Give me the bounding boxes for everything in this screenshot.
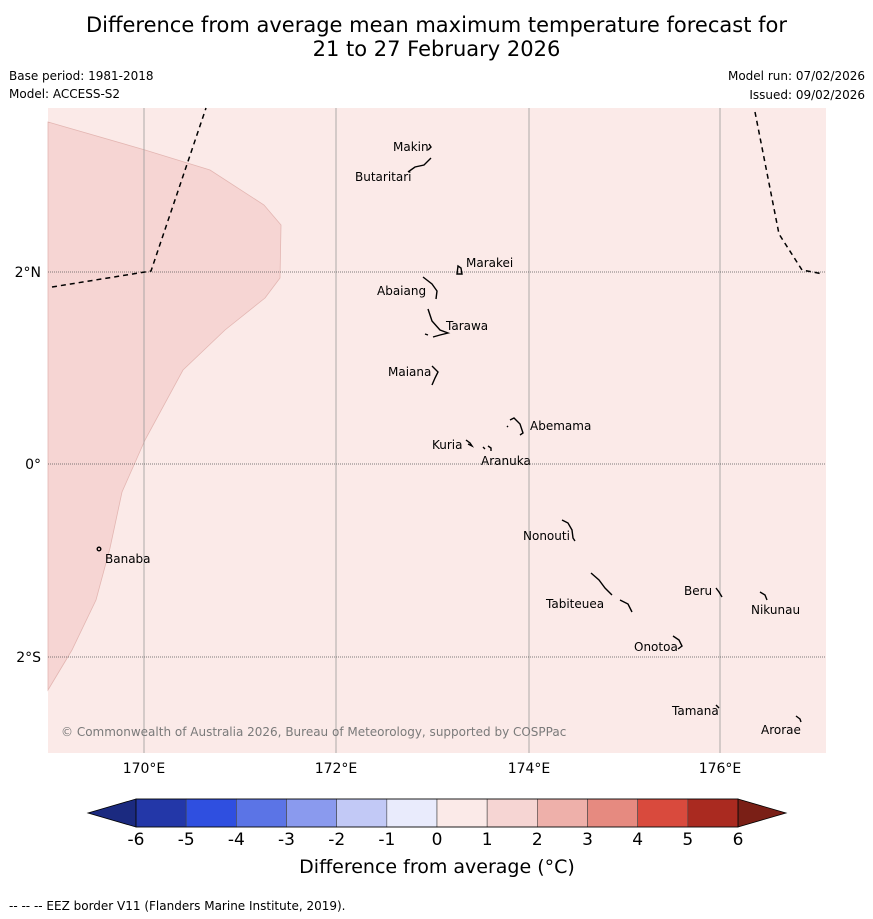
colorbar-swatch — [687, 798, 739, 828]
colorbar-tick-label: 4 — [632, 830, 643, 850]
model-run-date: Model run: 07/02/2026 — [727, 69, 865, 83]
place-label-beru: Beru — [684, 584, 712, 598]
colorbar-label: Difference from average (°C) — [299, 856, 575, 878]
gridlines — [143, 108, 721, 753]
chart-title-line-1: Difference from average mean maximum tem… — [86, 13, 787, 37]
lon-label-176e: 176°E — [699, 761, 742, 777]
island-maiana — [431, 365, 439, 386]
colorbar-tick-label: 5 — [682, 830, 693, 850]
eez-border-east — [754, 111, 824, 275]
chart-title-line-2: 21 to 27 February 2026 — [312, 37, 561, 61]
colorbar-swatch — [537, 798, 588, 828]
lat-label-2n: 2°N — [15, 265, 41, 281]
lon-label-170e: 170°E — [123, 761, 166, 777]
lon-label-172e: 172°E — [315, 761, 358, 777]
place-label-nikunau: Nikunau — [751, 603, 800, 617]
model-name: Model: ACCESS-S2 — [9, 87, 121, 101]
island-onotoa — [672, 635, 683, 650]
colorbar-swatch — [386, 798, 438, 828]
lon-label-174e: 174°E — [508, 761, 551, 777]
lat-label-2s: 2°S — [16, 650, 41, 666]
island-tarawa — [424, 308, 451, 338]
lat-gridlines — [48, 271, 826, 658]
anomaly-region-1-to-2 — [47, 121, 282, 692]
colorbar-tick-label: 3 — [582, 830, 593, 850]
place-label-makin: Makin — [393, 140, 429, 154]
colorbar-over-extend — [737, 798, 788, 828]
colorbar-tick-label: -1 — [378, 830, 395, 850]
copyright-notice: © Commonwealth of Australia 2026, Bureau… — [61, 725, 566, 739]
colorbar-tick-label: -5 — [178, 830, 195, 850]
island-makin — [427, 143, 432, 151]
colorbar-tick-label: -6 — [128, 830, 145, 850]
place-label-kuria: Kuria — [432, 438, 463, 452]
colorbar-swatch — [436, 798, 488, 828]
island-abaiang — [422, 276, 438, 300]
island-nikunau — [759, 591, 768, 601]
colorbar-tick-label: 0 — [432, 830, 443, 850]
place-labels: Makin Butaritari Marakei Abaiang Tarawa … — [105, 140, 801, 737]
island-beru — [715, 587, 723, 598]
colorbar-swatch — [587, 798, 638, 828]
colorbar-tick-label: -2 — [328, 830, 345, 850]
place-label-aranuka: Aranuka — [481, 454, 531, 468]
place-label-abaiang: Abaiang — [377, 284, 426, 298]
colorbar-tick-label: 1 — [482, 830, 493, 850]
place-label-butaritari: Butaritari — [355, 170, 412, 184]
colorbar-tick-label: 2 — [532, 830, 543, 850]
colorbar-swatch — [286, 798, 337, 828]
colorbar-swatch — [236, 798, 287, 828]
island-tabiteuea — [590, 572, 633, 613]
island-tamana — [715, 704, 720, 709]
lat-axis-labels: 2°N 0° 2°S — [15, 265, 42, 666]
colorbar-tick-label: -3 — [278, 830, 295, 850]
place-label-abemama: Abemama — [530, 419, 591, 433]
lon-axis-labels: 170°E 172°E 174°E 176°E — [123, 761, 742, 777]
colorbar: -6 -5 -4 -3 -2 -1 0 1 2 3 4 5 6 — [86, 798, 788, 850]
base-period: Base period: 1981-2018 — [9, 69, 154, 83]
island-kuria — [465, 439, 475, 448]
island-arorae — [795, 715, 802, 723]
place-label-tarawa: Tarawa — [445, 319, 488, 333]
place-label-onotoa: Onotoa — [634, 640, 678, 654]
lat-label-0: 0° — [25, 457, 41, 473]
island-butaritari — [407, 157, 432, 173]
colorbar-swatch — [336, 798, 388, 828]
island-banaba — [96, 546, 102, 552]
colorbar-swatch — [637, 798, 689, 828]
place-label-marakei: Marakei — [466, 256, 513, 270]
island-nonouti — [561, 519, 576, 542]
colorbar-swatch — [185, 798, 237, 828]
colorbar-tick-label: -4 — [228, 830, 245, 850]
colorbar-swatch — [486, 798, 538, 828]
issued-date: Issued: 09/02/2026 — [749, 88, 865, 102]
island-abemama — [506, 417, 524, 436]
colorbar-frame — [135, 798, 739, 828]
colorbar-swatch — [135, 798, 187, 828]
place-label-tamana: Tamana — [671, 704, 719, 718]
island-outlines — [96, 143, 802, 723]
colorbar-tick-label: 6 — [733, 830, 744, 850]
place-label-tabiteuea: Tabiteuea — [545, 597, 604, 611]
place-label-banaba: Banaba — [105, 552, 151, 566]
eez-legend-note: -- -- -- EEZ border V11 (Flanders Marine… — [9, 899, 346, 913]
place-label-arorae: Arorae — [761, 723, 801, 737]
island-marakei — [456, 264, 463, 275]
colorbar-under-extend — [86, 798, 137, 828]
place-label-maiana: Maiana — [388, 365, 431, 379]
island-aranuka — [482, 445, 492, 451]
eez-border-west — [51, 107, 207, 288]
place-label-nonouti: Nonouti — [523, 529, 570, 543]
